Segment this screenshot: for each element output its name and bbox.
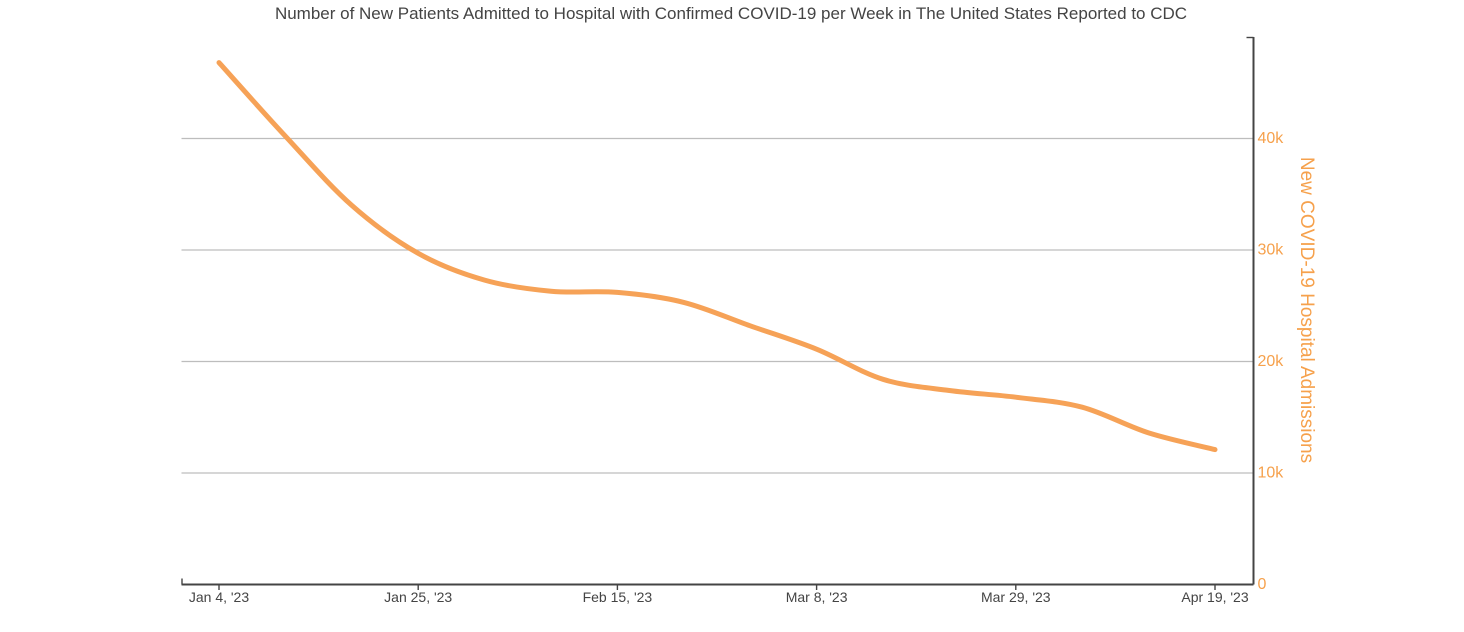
x-tick-label: Jan 25, '23 — [384, 589, 452, 605]
y-tick-label: 10k — [1258, 464, 1285, 481]
x-tick-label: Apr 19, '23 — [1181, 589, 1248, 605]
chart-title: Number of New Patients Admitted to Hospi… — [275, 4, 1187, 23]
y-tick-label: 20k — [1258, 353, 1285, 370]
x-tick-label: Jan 4, '23 — [189, 589, 249, 605]
y-tick-label: 0 — [1258, 576, 1267, 593]
y-axis-tick-labels: 0 10k 20k 30k 40k — [1258, 130, 1285, 593]
y-tick-label: 40k — [1258, 130, 1285, 147]
x-tick-label: Feb 15, '23 — [583, 589, 653, 605]
y-tick-label: 30k — [1258, 241, 1285, 258]
axes — [181, 36, 1255, 590]
x-tick-label: Mar 8, '23 — [786, 589, 848, 605]
gridlines — [181, 137, 1254, 474]
y-axis-title: New COVID-19 Hospital Admissions — [1296, 157, 1317, 463]
x-tick-label: Mar 29, '23 — [981, 589, 1051, 605]
x-axis-tick-labels: Jan 4, '23 Jan 25, '23 Feb 15, '23 Mar 8, '… — [189, 589, 1249, 605]
line-series-covid-admissions[interactable] — [216, 60, 1218, 453]
